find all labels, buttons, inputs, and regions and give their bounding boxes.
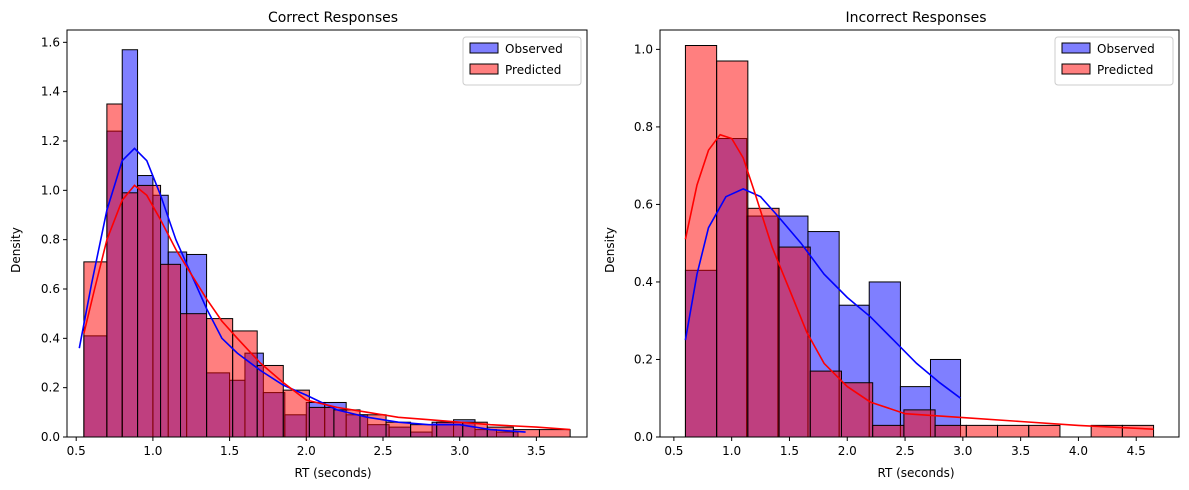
- y-tick-label: 1.4: [41, 85, 60, 99]
- bar-predicted-17: [486, 426, 514, 438]
- bar-predicted-14: [410, 424, 438, 438]
- kde-curves: [684, 133, 1154, 430]
- x-tick-label: 2.5: [373, 444, 392, 458]
- y-tick-label: 0.0: [41, 430, 60, 444]
- x-tick-label: 4.0: [1069, 444, 1088, 458]
- y-axis-ticks: 0.0 0.2 0.4 0.6 0.8 1.0: [634, 42, 660, 444]
- incorrect-responses-panel: Incorrect Responses RT (seconds) Density…: [603, 10, 1180, 480]
- y-tick-label: 0.8: [634, 120, 653, 134]
- legend: Observed Predicted: [1054, 36, 1174, 86]
- correct-responses-panel: Correct Responses RT (seconds) Density 0…: [9, 10, 588, 480]
- legend: Observed Predicted: [462, 36, 582, 86]
- bar-predicted-1: [716, 60, 749, 438]
- y-axis-label: Density: [9, 227, 23, 273]
- x-tick-label: 0.5: [664, 444, 683, 458]
- x-tick-label: 2.0: [297, 444, 316, 458]
- y-tick-label: 0.6: [41, 282, 60, 296]
- y-tick-label: 0.4: [41, 331, 60, 345]
- x-tick-label: 2.5: [896, 444, 915, 458]
- bar-predicted-13: [385, 421, 412, 438]
- bar-predicted-10: [997, 424, 1030, 438]
- bar-predicted-19: [538, 429, 571, 438]
- legend-label-observed: Observed: [505, 42, 563, 56]
- x-axis-ticks: 0.5 1.0 1.5 2.0 2.5 3.0 3.5: [67, 437, 546, 458]
- legend-label-predicted: Predicted: [505, 63, 561, 77]
- y-axis-ticks: 0.0 0.2 0.4 0.6 0.8 1.0 1.2 1.4 1.6: [41, 35, 67, 444]
- kde-line-predicted: [83, 184, 571, 431]
- y-tick-label: 0.8: [41, 233, 60, 247]
- x-axis-ticks: 0.5 1.0 1.5 2.0 2.5 3.0 3.5 4.0 4.5: [664, 437, 1146, 458]
- legend-swatch-observed: [469, 42, 499, 54]
- kde-line-observed: [684, 188, 961, 399]
- bar-predicted-6: [872, 424, 905, 438]
- x-tick-label: 3.0: [450, 444, 469, 458]
- chart-title: Correct Responses: [268, 10, 398, 26]
- bar-predicted-4: [160, 263, 182, 438]
- y-tick-label: 0.0: [634, 430, 653, 444]
- plot-frame: [66, 29, 588, 438]
- bar-predicted-1: [106, 103, 123, 438]
- x-axis-label: RT (seconds): [294, 466, 371, 480]
- x-tick-label: 1.5: [220, 444, 239, 458]
- bar-predicted-11: [1028, 424, 1061, 438]
- legend-swatch-predicted: [1061, 63, 1091, 75]
- bar-predicted-10: [308, 406, 335, 438]
- y-tick-label: 1.2: [41, 134, 60, 148]
- bar-predicted-8: [934, 424, 967, 438]
- legend-label-predicted: Predicted: [1097, 63, 1153, 77]
- kde-line-observed: [78, 147, 526, 433]
- kde-line-predicted: [684, 133, 1154, 430]
- bar-predicted-5: [840, 382, 874, 438]
- legend-swatch-predicted: [469, 63, 499, 75]
- x-tick-label: 2.0: [838, 444, 857, 458]
- kde-curves: [78, 147, 571, 433]
- x-axis-label: RT (seconds): [877, 466, 954, 480]
- bar-observed-6: [868, 281, 901, 438]
- histogram-bars: [83, 49, 571, 438]
- x-tick-label: 0.5: [67, 444, 86, 458]
- y-tick-label: 1.0: [634, 42, 653, 56]
- y-tick-label: 1.6: [41, 35, 60, 49]
- bar-predicted-5: [180, 313, 208, 438]
- y-axis-label: Density: [603, 227, 617, 273]
- bar-predicted-4: [809, 370, 842, 438]
- y-tick-label: 0.4: [634, 275, 653, 289]
- bar-predicted-3: [137, 184, 162, 438]
- plot-frame: [659, 29, 1180, 438]
- legend-label-observed: Observed: [1097, 42, 1155, 56]
- bar-predicted-9: [282, 389, 310, 438]
- x-tick-label: 3.5: [1011, 444, 1030, 458]
- x-tick-label: 3.5: [527, 444, 546, 458]
- bar-predicted-7: [232, 330, 258, 438]
- chart-title: Incorrect Responses: [845, 10, 986, 26]
- bar-predicted-2: [747, 207, 780, 438]
- y-tick-label: 0.2: [634, 352, 653, 366]
- y-tick-label: 0.6: [634, 197, 653, 211]
- y-tick-label: 0.2: [41, 381, 60, 395]
- histogram-bars: [684, 45, 1155, 438]
- x-tick-label: 4.5: [1127, 444, 1146, 458]
- x-tick-label: 1.0: [143, 444, 162, 458]
- legend-swatch-observed: [1061, 42, 1091, 54]
- bar-predicted-9: [965, 424, 999, 438]
- y-tick-label: 1.0: [41, 183, 60, 197]
- bar-predicted-6: [206, 318, 234, 438]
- x-tick-label: 1.0: [722, 444, 741, 458]
- bar-predicted-0: [684, 45, 718, 438]
- bar-predicted-2: [121, 192, 139, 438]
- x-tick-label: 1.5: [780, 444, 799, 458]
- x-tick-label: 3.0: [953, 444, 972, 458]
